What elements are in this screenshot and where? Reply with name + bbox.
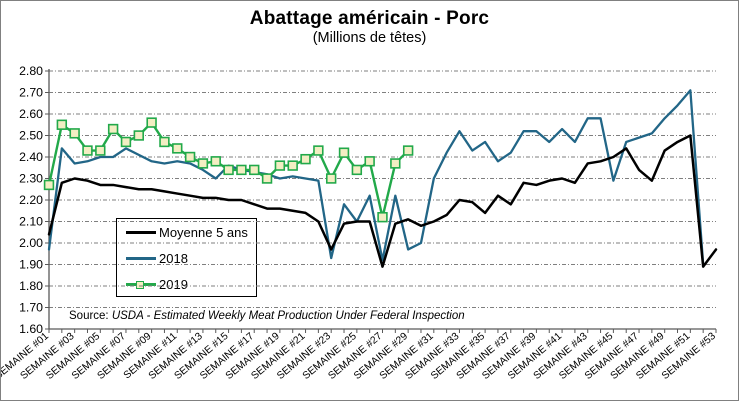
svg-text:2.40: 2.40 [19, 150, 43, 164]
svg-text:2.00: 2.00 [19, 236, 43, 250]
svg-text:Source: USDA - Estimated Weekl: Source: USDA - Estimated Weekly Meat Pro… [69, 310, 465, 322]
svg-text:2.10: 2.10 [19, 215, 43, 229]
svg-text:2.50: 2.50 [19, 129, 43, 143]
svg-text:2.30: 2.30 [19, 172, 43, 186]
svg-text:2.80: 2.80 [19, 64, 43, 78]
svg-text:2.20: 2.20 [19, 193, 43, 207]
svg-text:2.70: 2.70 [19, 86, 43, 100]
svg-text:2.60: 2.60 [19, 107, 43, 121]
svg-text:1.70: 1.70 [19, 301, 43, 315]
svg-text:1.80: 1.80 [19, 279, 43, 293]
svg-text:1.90: 1.90 [19, 258, 43, 272]
